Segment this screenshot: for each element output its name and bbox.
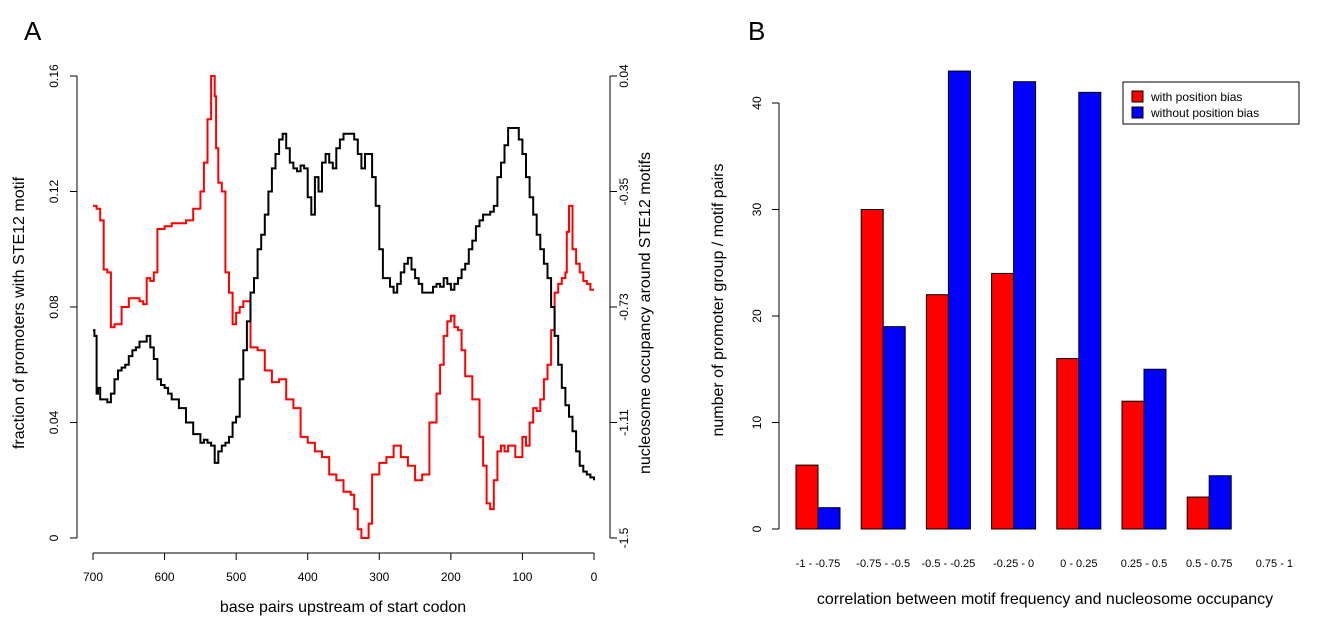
- panel-b-y-tick-label: 30: [750, 203, 764, 217]
- panel-b-x-label: correlation between motif frequency and …: [817, 591, 1273, 608]
- panel-b-category-label: 0.25 - 0.5: [1121, 558, 1167, 570]
- panel-a-series-red-line: [93, 75, 594, 539]
- bar-with-position-bias: [1121, 400, 1145, 530]
- panel-a-x-tick-label: 600: [155, 570, 175, 584]
- legend-swatch-without-position-bias: [1131, 106, 1144, 119]
- panel-b-y-tick-label: 20: [750, 309, 764, 323]
- panel-a-x-tick-label: 300: [369, 570, 389, 584]
- panel-a-axes: 700 600 500 400 300 200 100 0 0 0.04 0.08 0.12 0.16 -…: [47, 64, 631, 584]
- legend-label-with-position-bias: with position bias: [1150, 90, 1242, 104]
- bar-without-position-bias: [1143, 368, 1167, 530]
- panel-b: B number of promoter group / motif pairs…: [710, 16, 1300, 608]
- panel-a-y-left-tick-label: 0.08: [47, 295, 61, 319]
- bar-with-position-bias: [991, 272, 1015, 530]
- panel-a-y-right-tick-label: -0.35: [617, 178, 631, 206]
- panel-a-y-right-label: nucleosome occupancy around STE12 motifs: [637, 152, 654, 474]
- panel-b-y-tick-label: 0: [750, 525, 764, 532]
- bar-with-position-bias: [1186, 496, 1210, 530]
- panel-b-category-label: 0 - 0.25: [1060, 558, 1097, 570]
- panel-a-y-left-tick-label: 0: [47, 534, 61, 541]
- panel-a: A fraction of promoters with STE12 motif…: [11, 16, 654, 616]
- panel-b-label: B: [748, 16, 765, 46]
- panel-b-category-label: -0.25 - 0: [993, 558, 1034, 570]
- panel-a-lines: [93, 75, 595, 539]
- panel-a-y-left-tick-label: 0.16: [47, 64, 61, 88]
- panel-a-y-right-tick-label: -1.5: [617, 527, 631, 548]
- panel-a-y-left-label: fraction of promoters with STE12 motif: [11, 176, 28, 449]
- panel-b-legend: with position bias without position bias: [1122, 81, 1300, 125]
- panel-a-x-label: base pairs upstream of start codon: [220, 599, 466, 616]
- bar-without-position-bias: [1013, 81, 1037, 530]
- panel-b-category-label: 0.5 - 0.75: [1186, 558, 1232, 570]
- panel-b-category-label: 0.75 - 1: [1256, 558, 1293, 570]
- panel-a-label: A: [24, 16, 42, 46]
- panel-a-x-tick-label: 500: [226, 570, 246, 584]
- legend-label-without-position-bias: without position bias: [1150, 106, 1259, 120]
- panel-a-y-left-tick-label: 0.04: [47, 410, 61, 434]
- panel-a-x-tick-label: 200: [441, 570, 461, 584]
- bar-without-position-bias: [947, 70, 971, 530]
- panel-a-y-right-tick-label: 0.04: [617, 64, 631, 88]
- panel-a-x-tick-label: 400: [298, 570, 318, 584]
- panel-b-y-tick-label: 10: [750, 416, 764, 430]
- bar-without-position-bias: [1208, 475, 1232, 530]
- panel-b-axes: 0 10 20 30 40 -1 - -0.75 -0.75 - -0.5 -0.5 - -0…: [750, 96, 1293, 570]
- panel-b-category-label: -1 - -0.75: [796, 558, 841, 570]
- panel-b-category-label: -0.75 - -0.5: [856, 558, 910, 570]
- legend-box: [1122, 81, 1300, 125]
- panel-a-y-right-tick-label: -0.73: [617, 293, 631, 321]
- bar-with-position-bias: [925, 294, 949, 530]
- panel-a-y-left-tick-label: 0.12: [47, 179, 61, 203]
- panel-a-x-tick-label: 100: [512, 570, 532, 584]
- panel-a-x-tick-label: 700: [83, 570, 103, 584]
- panel-b-y-tick-label: 40: [750, 96, 764, 110]
- panel-b-category-label: -0.5 - -0.25: [921, 558, 975, 570]
- panel-a-series-black-line: [93, 127, 595, 481]
- panel-b-bars: [795, 70, 1232, 530]
- bar-with-position-bias: [1056, 358, 1080, 530]
- bar-with-position-bias: [860, 209, 884, 530]
- bar-with-position-bias: [795, 464, 819, 530]
- panel-b-y-label: number of promoter group / motif pairs: [710, 163, 727, 436]
- bar-without-position-bias: [817, 507, 841, 530]
- legend-swatch-with-position-bias: [1131, 90, 1144, 103]
- panel-a-x-tick-label: 0: [591, 570, 598, 584]
- bar-without-position-bias: [882, 326, 906, 530]
- bar-without-position-bias: [1078, 91, 1102, 530]
- panel-a-y-right-tick-label: -1.11: [617, 409, 631, 436]
